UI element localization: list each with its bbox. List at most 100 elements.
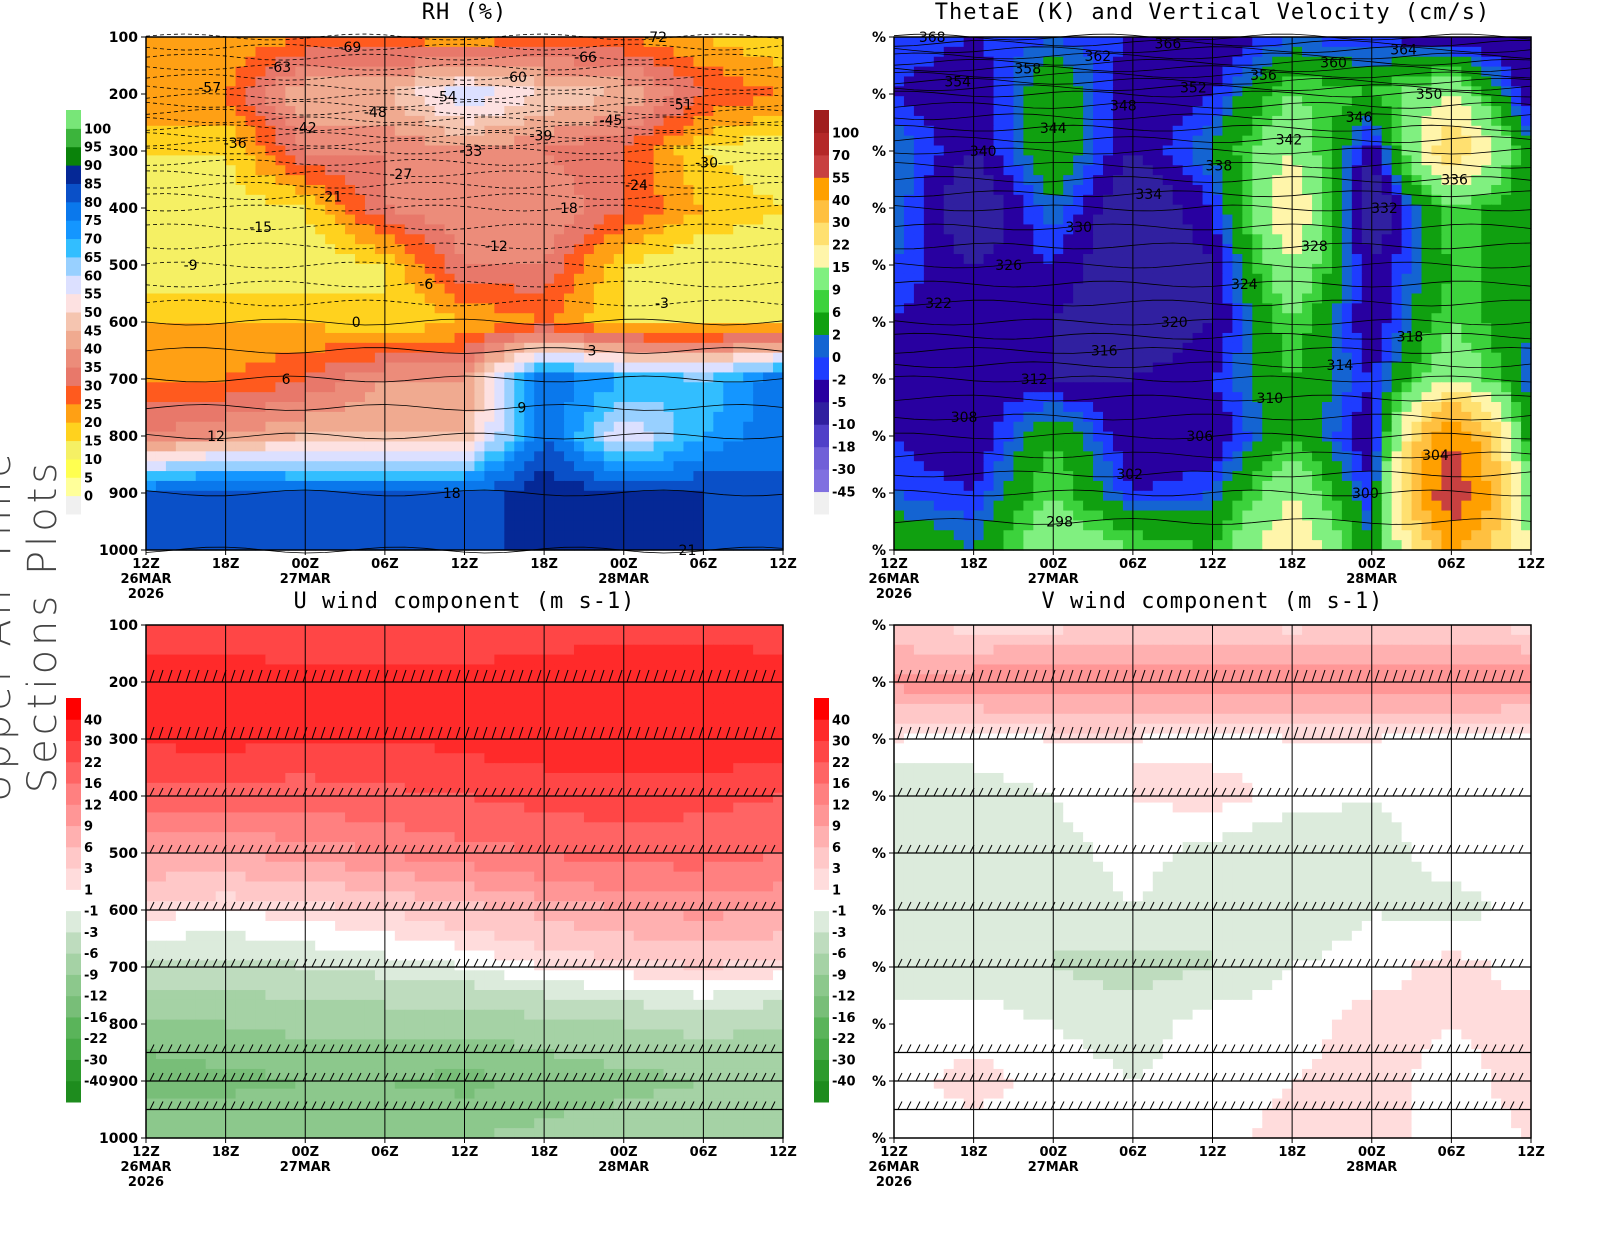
contour-cell: [195, 332, 207, 344]
contour-cell: [1093, 125, 1104, 137]
contour-cell: [345, 421, 356, 433]
contour-cell: [554, 332, 565, 344]
contour-cell: [933, 76, 945, 87]
contour-cell: [315, 224, 326, 235]
contour-cell: [1262, 194, 1273, 206]
contour-cell: [165, 76, 177, 87]
contour-cell: [514, 500, 525, 512]
contour-cell: [544, 56, 555, 68]
contour-cell: [1262, 46, 1273, 58]
contour-cell: [1451, 214, 1462, 226]
contour-cell: [773, 471, 784, 482]
contour-cell: [225, 352, 237, 364]
contour-cell: [703, 175, 714, 186]
contour-cell: [963, 254, 975, 265]
contour-cell: [573, 145, 585, 156]
contour-cell: [603, 96, 615, 107]
contour-cell: [335, 214, 346, 226]
contour-cell: [534, 500, 545, 512]
contour-cell: [633, 37, 645, 48]
contour-cell: [1122, 194, 1134, 206]
contour-cell: [384, 313, 396, 324]
contour-cell: [165, 342, 177, 354]
contour-cell: [743, 204, 754, 216]
contour-cell: [325, 214, 336, 226]
contour-cell: [464, 530, 476, 541]
contour-cell: [1112, 115, 1124, 127]
contour-cell: [923, 224, 935, 235]
contour-cell: [394, 382, 406, 393]
contour-cell: [613, 145, 625, 156]
contour-cell: [663, 332, 675, 344]
contour-cell: [275, 392, 286, 403]
contour-cell: [544, 155, 555, 166]
contour-cell: [335, 372, 346, 383]
chart-panel-0: [66, 33, 784, 555]
contour-cell: [953, 224, 965, 235]
contour-cell: [514, 175, 525, 186]
contour-cell: [255, 96, 267, 107]
contour-cell: [454, 135, 466, 147]
contour-cell: [524, 273, 535, 285]
contour-cell: [275, 382, 286, 393]
contour-cell: [1391, 46, 1403, 58]
contour-cell: [603, 471, 615, 482]
contour-cell: [1043, 115, 1054, 127]
contour-cell: [325, 303, 336, 314]
contour-cell: [414, 125, 426, 137]
contour-cell: [1391, 135, 1403, 147]
y-tick-label: 900: [109, 486, 138, 502]
contour-cell: [464, 37, 476, 48]
contour-cell: [713, 145, 724, 156]
contour-cell: [165, 382, 177, 393]
contour-cell: [1461, 184, 1472, 196]
contour-cell: [345, 342, 356, 354]
contour-cell: [1222, 165, 1234, 176]
contour-cell: [1282, 224, 1293, 235]
contour-cell: [225, 204, 237, 216]
contour-cell: [693, 441, 704, 452]
contour-cell: [1033, 76, 1044, 87]
contour-cell: [733, 421, 744, 433]
contour-cell: [993, 263, 1005, 275]
contour-cell: [404, 155, 416, 166]
contour-cell: [693, 372, 704, 383]
contour-cell: [454, 530, 466, 541]
contour-label: -54: [434, 90, 457, 106]
contour-cell: [564, 37, 575, 48]
contour-cell: [265, 273, 276, 285]
contour-cell: [923, 66, 935, 78]
contour-cell: [295, 421, 306, 433]
contour-cell: [394, 214, 406, 226]
contour-cell: [1431, 184, 1443, 196]
contour-cell: [1431, 165, 1443, 176]
contour-cell: [633, 214, 645, 226]
contour-cell: [564, 76, 575, 87]
contour-cell: [733, 165, 744, 176]
contour-cell: [345, 86, 356, 97]
contour-cell: [384, 234, 396, 245]
contour-cell: [315, 461, 326, 472]
contour-cell: [1351, 234, 1363, 245]
contour-cell: [394, 362, 406, 374]
contour-cell: [255, 244, 267, 255]
contour-cell: [1421, 194, 1433, 206]
contour-cell: [613, 471, 625, 482]
colorbar-label: 0: [84, 490, 93, 505]
contour-cell: [693, 490, 704, 502]
contour-cell: [1381, 46, 1393, 58]
contour-cell: [474, 254, 486, 265]
contour-cell: [623, 214, 635, 226]
contour-cell: [564, 145, 575, 156]
contour-cell: [275, 106, 286, 117]
contour-cell: [464, 204, 476, 216]
contour-cell: [245, 66, 257, 78]
contour-cell: [1491, 224, 1502, 235]
contour-cell: [743, 461, 754, 472]
contour-cell: [663, 540, 675, 551]
contour-cell: [195, 500, 207, 512]
contour-cell: [1232, 37, 1243, 48]
contour-cell: [573, 362, 585, 374]
contour-cell: [653, 214, 665, 226]
contour-cell: [494, 323, 505, 334]
